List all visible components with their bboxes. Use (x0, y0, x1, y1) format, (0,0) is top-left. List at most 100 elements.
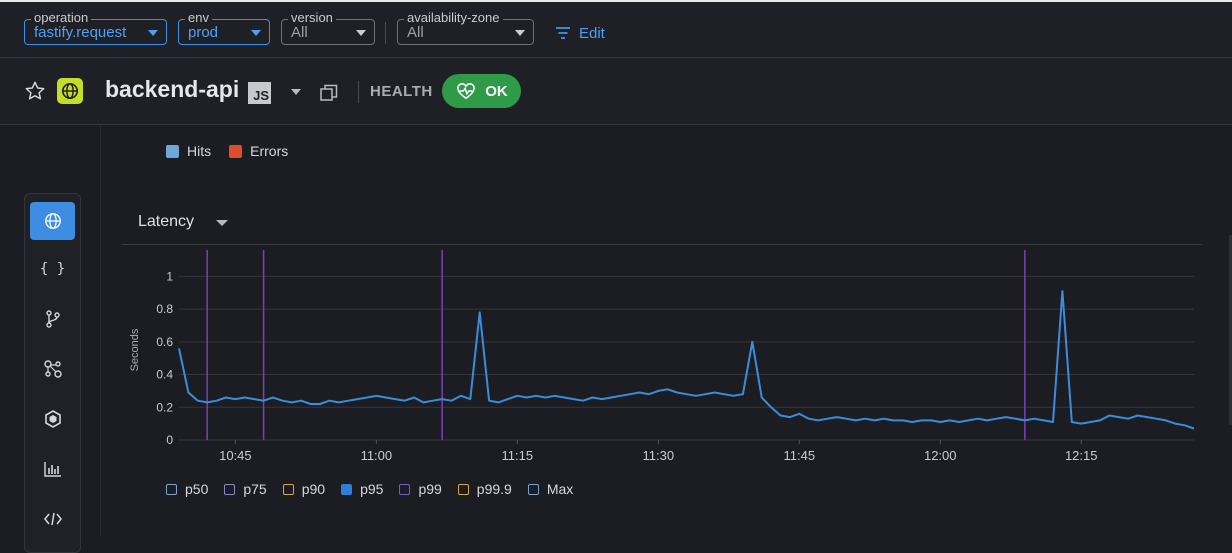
legend-label: p75 (243, 481, 267, 497)
legend-swatch (527, 483, 539, 495)
legend-swatch (399, 483, 411, 495)
star-icon[interactable] (24, 80, 46, 102)
x-tick-label: 12:00 (924, 448, 957, 463)
y-tick-label: 1 (166, 269, 173, 283)
network-icon (43, 360, 62, 378)
health-status-text: OK (485, 82, 508, 100)
globe-icon (44, 213, 61, 229)
git-branch-icon (45, 310, 60, 328)
latency-chart: 0 0.2 0.4 0.6 0.8 1 Seconds 10:45 11:00 11:15 11:3… (129, 250, 1195, 463)
legend-item-p99[interactable]: p99 (399, 481, 442, 497)
edit-filters-button[interactable]: Edit (555, 22, 605, 44)
nav-globe[interactable] (30, 202, 75, 240)
operation-filter-value: fastify.request (34, 24, 127, 41)
globe-icon (61, 82, 79, 100)
legend-swatch (341, 483, 353, 495)
nav-network[interactable] (30, 350, 75, 388)
x-tick-label: 10:45 (219, 448, 252, 463)
filter-lines-icon (556, 27, 570, 39)
chevron-down-icon (251, 30, 261, 36)
legend-item-p99-9[interactable]: p99.9 (457, 481, 512, 497)
legend-label: p90 (301, 481, 326, 497)
y-tick-label: 0.2 (156, 400, 173, 414)
legend-hits-label: Hits (187, 143, 212, 159)
x-tick-label: 11:30 (643, 448, 675, 463)
header-divider (358, 81, 359, 103)
y-tick-label: 0.6 (156, 335, 173, 349)
y-axis-label: Seconds (129, 328, 141, 371)
filter-divider (385, 22, 386, 44)
copy-icon[interactable] (320, 84, 338, 102)
hexagon-icon (44, 410, 61, 428)
legend-item-p95[interactable]: p95 (341, 481, 383, 497)
x-tick-label: 12:15 (1065, 448, 1098, 463)
percentile-legend: p50 p75 p90 p95 p99 p99.9 Max (166, 481, 573, 497)
main-content: { } (0, 125, 1232, 553)
env-filter-label: env (185, 10, 212, 26)
legend-item-p50[interactable]: p50 (166, 481, 208, 497)
operation-filter[interactable]: operation fastify.request (24, 10, 167, 45)
service-switcher-chevron-icon[interactable] (291, 89, 301, 95)
nav-braces[interactable]: { } (30, 250, 75, 288)
nav-code-compare[interactable] (30, 500, 75, 538)
legend-item-p90[interactable]: p90 (282, 481, 326, 497)
version-filter-value: All (291, 24, 308, 41)
hits-swatch (166, 144, 179, 158)
bar-chart-icon (43, 462, 61, 477)
legend-swatch (282, 483, 294, 495)
legend-item-errors[interactable]: Errors (229, 143, 288, 159)
health-label: HEALTH (370, 83, 433, 100)
env-filter-value: prod (188, 24, 219, 41)
health-status-badge[interactable]: OK (442, 74, 521, 108)
availability-zone-filter[interactable]: availability-zone All (397, 10, 534, 45)
rail-divider (100, 125, 101, 536)
version-filter-label: version (288, 10, 336, 26)
x-tick-label: 11:00 (361, 448, 393, 463)
nav-metrics[interactable] (30, 450, 75, 488)
service-name: backend-api (105, 76, 240, 102)
errors-swatch (229, 144, 243, 158)
service-header: backend-api JS HEALTH OK (0, 58, 1232, 125)
heart-pulse-icon (457, 83, 476, 100)
legend-item-p75[interactable]: p75 (224, 481, 267, 497)
legend-swatch (457, 483, 469, 495)
chevron-down-icon (356, 30, 366, 36)
filter-bar: operation fastify.request env prod versi… (0, 0, 1232, 58)
edit-label: Edit (579, 24, 605, 42)
legend-swatch (224, 483, 236, 495)
code-compare-icon (43, 512, 62, 526)
side-navigation: { } (24, 193, 81, 553)
braces-icon: { } (39, 261, 66, 277)
chevron-down-icon (148, 30, 158, 36)
x-tick-label: 11:15 (502, 448, 534, 463)
legend-label: p99 (418, 481, 442, 497)
legend-item-hits[interactable]: Hits (166, 143, 211, 159)
latency-chevron-down-icon[interactable] (216, 220, 228, 226)
series-line-p95 (178, 290, 1195, 430)
legend-label: p99.9 (476, 481, 512, 497)
service-type-badge (57, 78, 83, 104)
scrollbar[interactable] (1229, 235, 1232, 425)
legend-label: Max (546, 481, 574, 497)
env-filter[interactable]: env prod (178, 10, 270, 45)
hits-errors-legend: Hits Errors (166, 143, 288, 159)
availability-zone-filter-label: availability-zone (404, 10, 503, 26)
x-tick-label: 11:45 (783, 448, 815, 463)
nav-branch[interactable] (30, 300, 75, 338)
chevron-down-icon (515, 30, 525, 36)
legend-label: p95 (360, 481, 384, 497)
nav-hexagon[interactable] (30, 400, 75, 438)
legend-errors-label: Errors (250, 143, 289, 159)
latency-title[interactable]: Latency (138, 213, 195, 230)
legend-label: p50 (185, 481, 209, 497)
y-tick-label: 0.4 (156, 368, 173, 382)
version-filter[interactable]: version All (281, 10, 375, 45)
operation-filter-label: operation (31, 10, 92, 26)
legend-swatch (166, 483, 177, 495)
y-tick-label: 0.8 (156, 302, 173, 316)
language-badge: JS (248, 82, 271, 104)
legend-item-Max[interactable]: Max (527, 481, 574, 497)
chart-plot-group: 0 0.2 0.4 0.6 0.8 1 Seconds 10:45 11:00 11:15 11:3… (129, 250, 1195, 463)
availability-zone-filter-value: All (407, 24, 424, 41)
latency-divider (122, 244, 1202, 245)
